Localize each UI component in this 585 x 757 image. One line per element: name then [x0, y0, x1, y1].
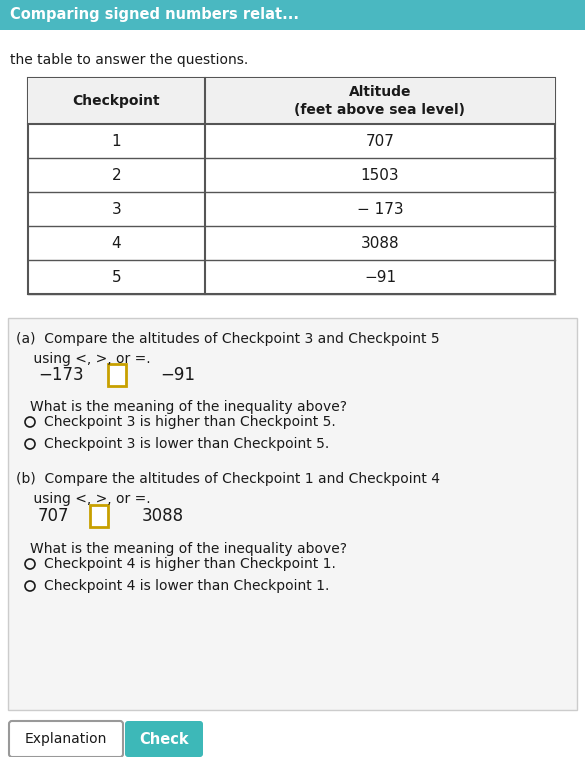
Bar	[28, 78, 555, 294]
Text: Check: Check	[139, 731, 189, 746]
Text: 3088: 3088	[361, 235, 400, 251]
FancyBboxPatch shape	[125, 721, 203, 757]
Text: 1503: 1503	[361, 167, 400, 182]
Text: Explanation: Explanation	[25, 732, 107, 746]
Text: 4: 4	[112, 235, 121, 251]
Text: Comparing signed numbers relat...: Comparing signed numbers relat...	[10, 8, 299, 23]
Text: − 173: − 173	[357, 201, 403, 217]
Text: Checkpoint 3 is lower than Checkpoint 5.: Checkpoint 3 is lower than Checkpoint 5.	[44, 437, 329, 451]
Text: using <, >, or =.: using <, >, or =.	[16, 492, 150, 506]
Text: Checkpoint 4 is lower than Checkpoint 1.: Checkpoint 4 is lower than Checkpoint 1.	[44, 579, 329, 593]
Text: the table to answer the questions.: the table to answer the questions.	[10, 53, 248, 67]
Text: 1: 1	[112, 133, 121, 148]
Text: Checkpoint: Checkpoint	[73, 94, 160, 108]
Text: What is the meaning of the inequality above?: What is the meaning of the inequality ab…	[30, 542, 347, 556]
Text: −91: −91	[364, 269, 396, 285]
Text: −173: −173	[38, 366, 84, 384]
Text: (b)  Compare the altitudes of Checkpoint 1 and Checkpoint 4: (b) Compare the altitudes of Checkpoint …	[16, 472, 440, 486]
FancyBboxPatch shape	[9, 721, 123, 757]
Text: 3088: 3088	[142, 507, 184, 525]
Bar	[8, 318, 577, 710]
Text: Altitude
(feet above sea level): Altitude (feet above sea level)	[294, 86, 466, 117]
Text: 707: 707	[366, 133, 394, 148]
Bar	[28, 78, 555, 124]
Text: 2: 2	[112, 167, 121, 182]
Text: (a)  Compare the altitudes of Checkpoint 3 and Checkpoint 5: (a) Compare the altitudes of Checkpoint …	[16, 332, 439, 346]
Bar	[90, 505, 108, 527]
Text: 5: 5	[112, 269, 121, 285]
Text: using <, >, or =.: using <, >, or =.	[16, 352, 150, 366]
Text: −91: −91	[160, 366, 195, 384]
Bar	[0, 0, 585, 30]
Bar	[108, 364, 126, 386]
Text: 707: 707	[38, 507, 70, 525]
Text: 3: 3	[112, 201, 121, 217]
Text: Checkpoint 3 is higher than Checkpoint 5.: Checkpoint 3 is higher than Checkpoint 5…	[44, 415, 336, 429]
Text: Checkpoint 4 is higher than Checkpoint 1.: Checkpoint 4 is higher than Checkpoint 1…	[44, 557, 336, 571]
Text: What is the meaning of the inequality above?: What is the meaning of the inequality ab…	[30, 400, 347, 414]
